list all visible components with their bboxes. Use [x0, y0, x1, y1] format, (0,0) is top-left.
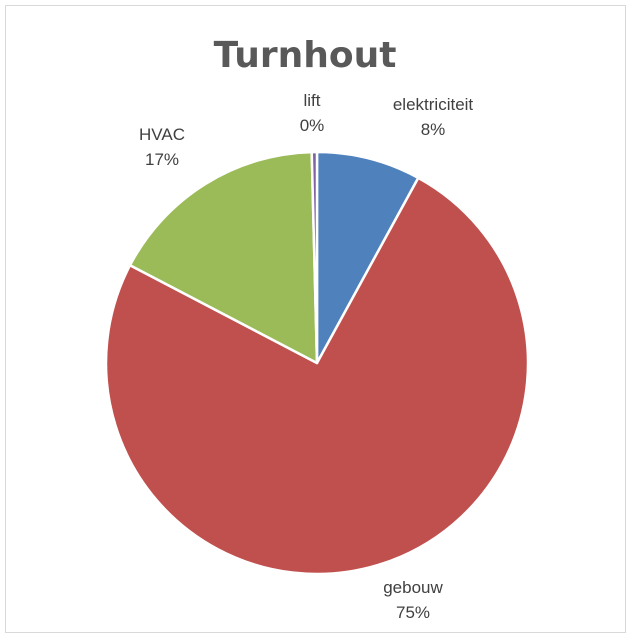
- data-label-name-gebouw: gebouw: [383, 578, 443, 597]
- pie-slice-hvac: [128, 150, 319, 365]
- data-label-percent-gebouw: 75%: [396, 603, 430, 622]
- data-label-name-lift: lift: [304, 91, 321, 110]
- data-label-percent-lift: 0%: [300, 116, 325, 135]
- data-label-name-hvac: HVAC: [139, 125, 185, 144]
- pie-labels: elektriciteit 8% gebouw 75% HVAC 17% lift 0%: [139, 91, 473, 622]
- pie-slice-gebouw: [104, 176, 530, 576]
- chart-title: Turnhout: [214, 35, 397, 76]
- pie-slice-elektriciteit: [315, 150, 420, 365]
- data-label-name-elektriciteit: elektriciteit: [393, 95, 474, 114]
- data-label-percent-hvac: 17%: [145, 150, 179, 169]
- pie-slices: [104, 150, 530, 576]
- pie-slice-lift: [310, 150, 319, 365]
- data-label-percent-elektriciteit: 8%: [421, 120, 446, 139]
